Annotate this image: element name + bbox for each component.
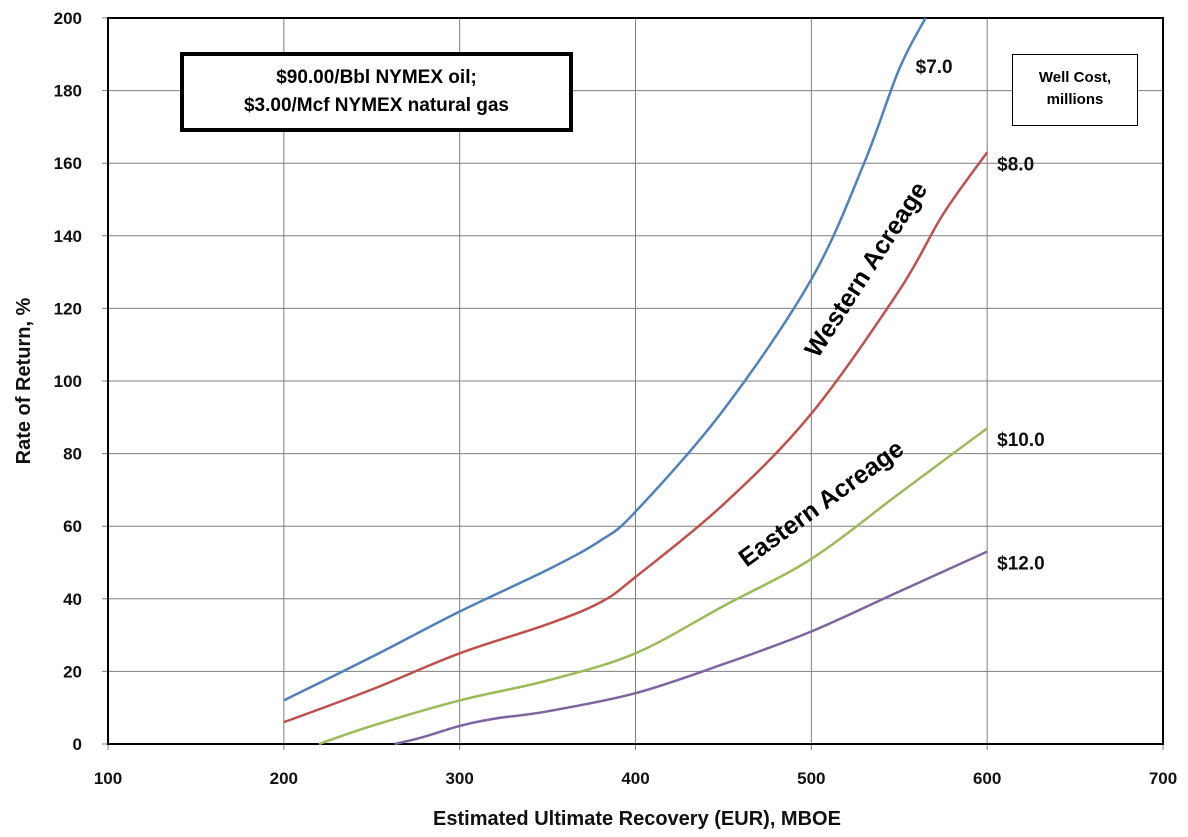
series-line-12-0 xyxy=(394,550,988,746)
legend-title-line1: Well Cost, xyxy=(1038,69,1112,86)
x-tick-label: 200 xyxy=(270,769,298,788)
series-line-8-0 xyxy=(283,151,989,724)
y-tick-label: 80 xyxy=(63,445,82,464)
x-axis-title: Estimated Ultimate Recovery (EUR), MBOE xyxy=(433,808,841,830)
y-tick-label: 40 xyxy=(63,590,82,609)
series-line-10-0 xyxy=(318,427,988,746)
oil-price-text: $90.00/Bbl NYMEX oil; xyxy=(276,67,477,88)
x-tick-label: 100 xyxy=(94,769,122,788)
y-tick-label: 140 xyxy=(54,227,82,246)
series-labels: $7.0 $8.0 $10.0 $12.0 xyxy=(916,57,1045,575)
y-axis-title: Rate of Return, % xyxy=(13,297,35,464)
series-label-7-0: $7.0 xyxy=(916,57,953,78)
x-tick-label: 500 xyxy=(797,769,825,788)
price-assumptions-box: $90.00/Bbl NYMEX oil; $3.00/Mcf NYMEX na… xyxy=(180,52,573,132)
x-axis-ticks: 100 200 300 400 500 600 700 xyxy=(94,769,1177,788)
y-tick-label: 60 xyxy=(63,517,82,536)
y-tick-label: 160 xyxy=(54,154,82,173)
series-line-7-0 xyxy=(283,17,927,702)
y-tick-label: 120 xyxy=(54,299,82,318)
gas-price-text: $3.00/Mcf NYMEX natural gas xyxy=(243,95,510,116)
x-tick-label: 300 xyxy=(445,769,473,788)
y-tick-label: 0 xyxy=(73,735,82,754)
y-tick-label: 200 xyxy=(54,9,82,28)
series-label-8-0: $8.0 xyxy=(997,154,1034,175)
y-tick-label: 100 xyxy=(54,372,82,391)
series-label-12-0: $12.0 xyxy=(997,554,1045,575)
y-tick-label: 20 xyxy=(63,662,82,681)
y-axis-ticks: 0 20 40 60 80 100 120 140 160 180 200 xyxy=(54,9,82,754)
legend-title-line2: millions xyxy=(1046,91,1104,108)
x-tick-label: 700 xyxy=(1149,769,1177,788)
y-tick-label: 180 xyxy=(54,82,82,101)
legend-title-box: Well Cost, millions xyxy=(1012,54,1138,126)
x-tick-label: 600 xyxy=(973,769,1001,788)
series-lines xyxy=(283,17,989,746)
x-tick-label: 400 xyxy=(621,769,649,788)
plot-area xyxy=(107,17,1164,745)
series-label-10-0: $10.0 xyxy=(997,430,1045,451)
